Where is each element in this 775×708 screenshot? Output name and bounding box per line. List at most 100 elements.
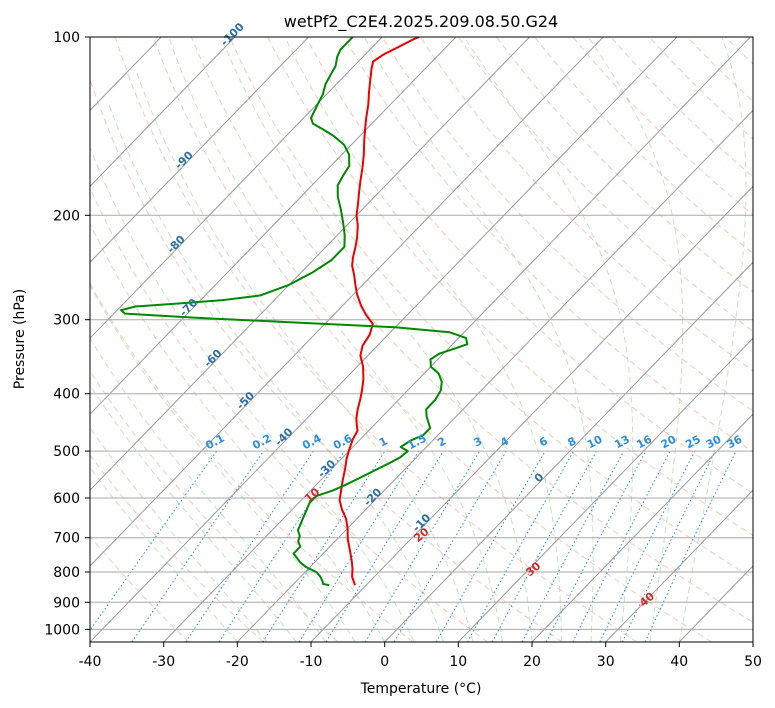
isotherm	[90, 37, 309, 263]
dry-adiabat	[90, 454, 264, 642]
dry-adiabat	[610, 37, 753, 178]
x-tick-label: 0	[380, 654, 389, 670]
isotherm	[531, 413, 753, 642]
moist-adiabat	[220, 37, 533, 642]
x-tick-label: 40	[670, 654, 688, 670]
mixing-ratio-line	[644, 450, 737, 642]
isotherm	[90, 37, 604, 567]
isotherm-label: -90	[173, 148, 196, 171]
x-tick-label: 50	[744, 654, 762, 670]
moist-adiabat	[90, 284, 356, 642]
mixing-ratio-label: 10	[585, 433, 605, 452]
background-lines	[90, 37, 753, 642]
mixing-ratio-line	[325, 450, 444, 642]
mixing-ratio-line	[621, 450, 716, 642]
mixing-ratio-label: 1.5	[405, 432, 428, 453]
dry-adiabat	[191, 37, 753, 623]
isotherm-label: -80	[165, 232, 188, 255]
series-group	[120, 37, 469, 587]
dry-adiabat	[90, 535, 190, 642]
inline-labels: 0.1 0.2 0.4 0.6 1 1.5 2 3 4 6 8 10 13 16 20 25 30 36-100-…	[165, 20, 745, 610]
mixing-ratio-line	[364, 450, 481, 642]
isotherm-label: -40	[272, 425, 295, 448]
chart-title: wetPf2_C2E4.2025.209.08.50.G24	[284, 12, 558, 32]
isotherm	[457, 337, 753, 642]
moist-adiabat	[136, 72, 474, 642]
y-tick-label: 100	[53, 30, 80, 46]
dry-adiabat	[419, 37, 753, 372]
mixing-ratio-label: 6	[537, 434, 550, 449]
dry-adiabat	[90, 187, 488, 642]
isotherm	[752, 641, 753, 642]
isotherm	[236, 109, 753, 642]
isotherm	[384, 261, 753, 642]
dry-adiabat	[305, 37, 753, 494]
temperature-profile	[338, 37, 420, 586]
mixing-ratio-label: 0.4	[300, 432, 324, 453]
isotherm-label: -50	[234, 389, 257, 412]
y-tick-label: 500	[53, 444, 80, 460]
dry-adiabat-label: 10	[302, 485, 322, 505]
x-axis-ticks: -40 -30 -20 -10 0 10 20 30 40 50	[79, 642, 762, 670]
isotherm	[90, 37, 457, 415]
plot-frame	[89, 36, 754, 643]
moist-adiabat	[90, 427, 268, 642]
y-tick-label: 300	[53, 313, 80, 329]
mixing-ratio-label: 20	[659, 433, 679, 452]
mixing-ratio-label: 3	[472, 434, 485, 449]
x-tick-label: -30	[152, 654, 175, 670]
mixing-ratio-label: 0.1	[203, 432, 226, 453]
isotherm-label: -30	[315, 457, 338, 480]
y-tick-label: 400	[53, 387, 80, 403]
dewpoint-profile	[120, 37, 469, 587]
y-tick-label: 1000	[44, 622, 80, 638]
mixing-ratio-line	[572, 450, 671, 642]
x-tick-label: -20	[226, 654, 249, 670]
dry-adiabat	[90, 370, 339, 642]
mixing-ratio-label: 25	[683, 433, 703, 452]
moist-adiabat	[678, 37, 747, 642]
mixing-ratio-label: 16	[634, 433, 654, 452]
isotherm	[90, 37, 383, 339]
mixing-ratio-line	[131, 450, 265, 642]
x-tick-label: 30	[597, 654, 615, 670]
moist-adiabat	[284, 37, 562, 642]
moist-adiabat	[90, 466, 238, 642]
mixing-ratio-label: 2	[435, 434, 448, 449]
moist-adiabat	[363, 37, 594, 642]
moist-adiabat	[463, 37, 634, 642]
moist-adiabat	[587, 37, 684, 642]
y-axis-ticks: 100 200 300 400 500 600 700 800 900 1000	[44, 30, 90, 638]
dry-adiabat	[457, 37, 753, 332]
dry-adiabat	[686, 37, 753, 103]
y-tick-label: 700	[53, 531, 80, 547]
isotherm	[90, 37, 530, 491]
mixing-ratio-line	[218, 450, 345, 642]
y-tick-label: 200	[53, 208, 80, 224]
grid-lines	[90, 37, 753, 642]
isotherm-label: -70	[177, 296, 200, 319]
mixing-ratio-label: 8	[566, 434, 579, 449]
isotherm	[90, 37, 678, 642]
dry-adiabat-label: 30	[523, 559, 543, 579]
dry-adiabat	[534, 37, 753, 254]
mixing-ratio-line	[90, 450, 218, 632]
isotherm	[310, 185, 753, 642]
mixing-ratio-label: 30	[704, 433, 724, 452]
y-axis-label: Pressure (hPa)	[12, 289, 28, 389]
mixing-ratio-line	[545, 450, 647, 642]
isotherm	[163, 37, 751, 642]
dry-adiabat	[572, 37, 753, 216]
isotherm	[605, 489, 753, 642]
mixing-ratio-line	[599, 450, 696, 642]
y-tick-label: 800	[53, 565, 80, 581]
x-axis-label: Temperature (°C)	[360, 681, 482, 697]
moist-adiabat	[108, 104, 445, 642]
dry-adiabat	[724, 37, 753, 65]
isotherm-label: -20	[361, 485, 384, 508]
mixing-ratio-line	[467, 450, 575, 642]
y-tick-label: 600	[53, 491, 80, 507]
dry-adiabat	[90, 77, 563, 642]
mixing-ratio-line	[262, 450, 386, 642]
